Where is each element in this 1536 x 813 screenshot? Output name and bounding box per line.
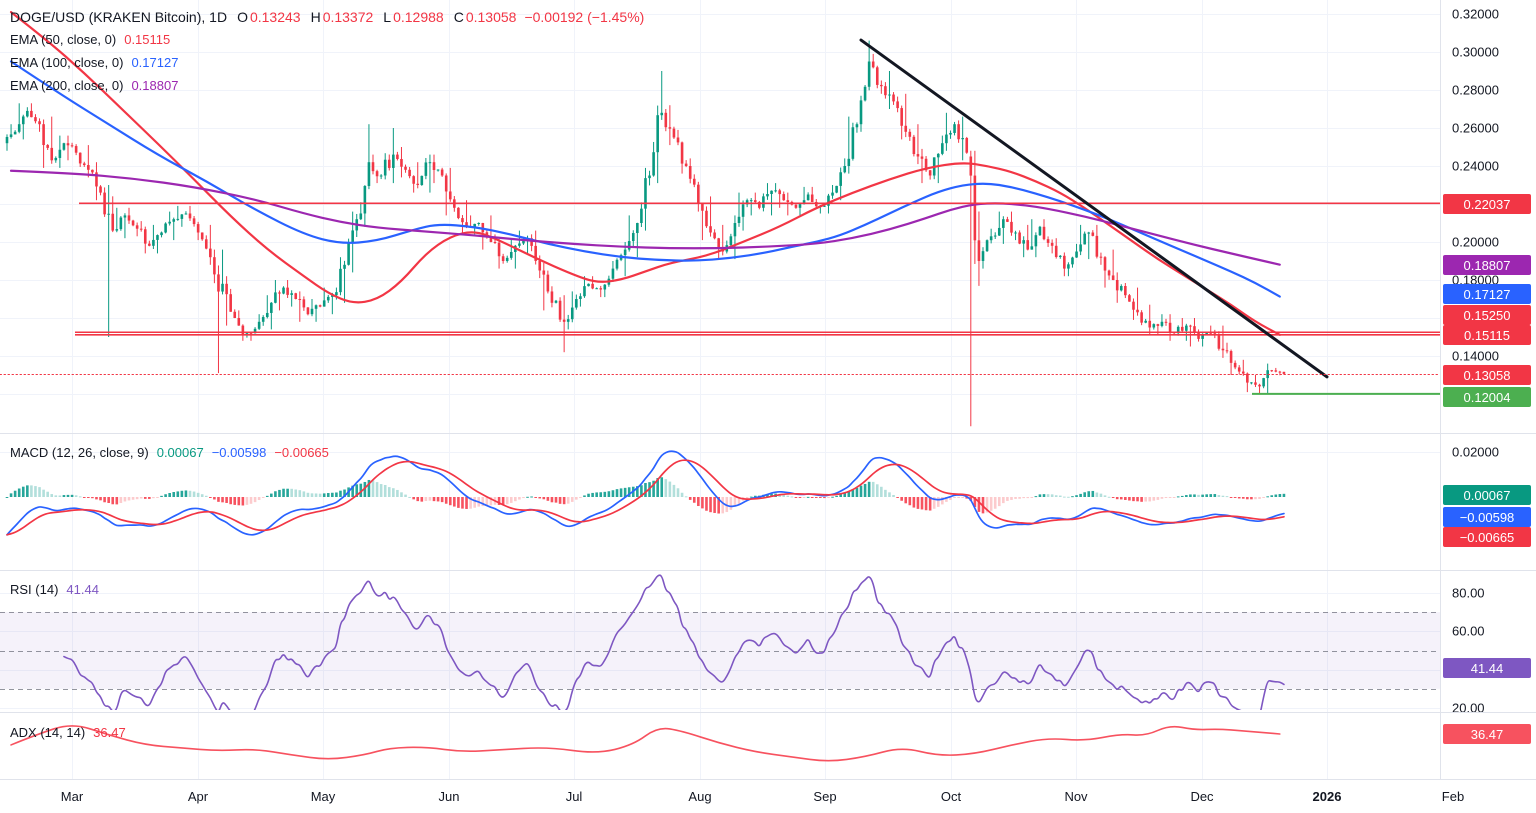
price-axis-tick: 0.32000 [1452,6,1499,22]
price-axis-tick: 0.20000 [1452,234,1499,250]
high-value: 0.13372 [322,8,374,25]
price-axis-tick: 0.24000 [1452,158,1499,174]
macd-badge: −0.00665 [1443,527,1531,547]
time-axis-label: Dec [1190,789,1214,804]
macd-line-value: −0.00598 [211,445,267,460]
open-label: O [237,8,248,25]
ema200-value: 0.18807 [131,78,179,93]
price-badge: 0.18807 [1443,255,1531,275]
price-badge: 0.17127 [1443,284,1531,304]
time-axis-label: Jun [438,789,460,804]
time-axis-label: 2026 [1312,789,1342,804]
time-axis-label: Apr [187,789,209,804]
ema50-value: 0.15115 [124,32,171,47]
pane-separator[interactable] [0,570,1536,571]
price-badge: 0.13058 [1443,365,1531,385]
ema100-legend-row: EMA (100, close, 0) 0.17127 [10,51,644,74]
price-badge: 0.15115 [1443,325,1531,345]
time-axis-label: Feb [1441,789,1465,804]
rsi-legend-row: RSI (14) 41.44 [10,582,99,597]
close-value: 0.13058 [465,8,517,25]
price-axis-tick: 0.26000 [1452,120,1499,136]
rsi-axis-tick: 80.00 [1452,585,1485,601]
macd-legend-row: MACD (12, 26, close, 9) 0.00067 −0.00598… [10,445,329,460]
adx-legend-row: ADX (14, 14) 36.47 [10,725,126,740]
macd-badge: −0.00598 [1443,507,1531,527]
ema50-label[interactable]: EMA (50, close, 0) [10,32,117,47]
pane-separator[interactable] [0,712,1536,713]
time-axis-label: May [310,789,336,804]
price-badge: 0.15250 [1443,305,1531,325]
high-label: H [310,8,321,25]
time-axis-label: Mar [60,789,84,804]
ema100-label[interactable]: EMA (100, close, 0) [10,55,124,70]
price-axis-tick: 0.28000 [1452,82,1499,98]
macd-axis-tick: 0.02000 [1452,444,1499,460]
chart-legend: DOGE/USD (KRAKEN Bitcoin), 1D O 0.13243 … [10,5,644,97]
time-axis-label: Oct [940,789,962,804]
price-axis-tick: 0.18000 [1452,272,1499,288]
adx-badge: 36.47 [1443,724,1531,744]
ema200-label[interactable]: EMA (200, close, 0) [10,78,124,93]
close-label: C [453,8,464,25]
adx-label[interactable]: ADX (14, 14) [10,725,86,740]
adx-value: 36.47 [93,725,126,740]
macd-hist-value: 0.00067 [156,445,204,460]
ema50-legend-row: EMA (50, close, 0) 0.15115 [10,28,644,51]
time-axis-label: Nov [1064,789,1088,804]
pane-separator[interactable] [0,433,1536,434]
macd-label[interactable]: MACD (12, 26, close, 9) [10,445,149,460]
change-value: −0.00192 (−1.45%) [524,8,645,25]
ema200-legend-row: EMA (200, close, 0) 0.18807 [10,74,644,97]
symbol-title[interactable]: DOGE/USD (KRAKEN Bitcoin), 1D [10,8,228,25]
rsi-axis-tick: 60.00 [1452,623,1485,639]
price-scale[interactable]: 0.32000 0.30000 0.28000 0.26000 0.24000 0.200… [1440,0,1536,779]
rsi-badge: 41.44 [1443,658,1531,678]
time-axis-label: Sep [813,789,837,804]
symbol-info-row: DOGE/USD (KRAKEN Bitcoin), 1D O 0.13243 … [10,5,644,28]
price-badge: 0.12004 [1443,387,1531,407]
open-value: 0.13243 [249,8,301,25]
rsi-axis-tick: 20.00 [1452,700,1485,716]
time-axis-label: Jul [565,789,583,804]
low-label: L [383,8,392,25]
rsi-value: 41.44 [66,582,99,597]
macd-signal-value: −0.00665 [274,445,329,460]
macd-badge: 0.00067 [1443,485,1531,505]
rsi-label[interactable]: RSI (14) [10,582,59,597]
price-badge: 0.22037 [1443,194,1531,214]
ema100-value: 0.17127 [131,55,179,70]
price-axis-tick: 0.14000 [1452,348,1499,364]
price-axis-tick: 0.30000 [1452,44,1499,60]
time-scale[interactable]: Mar Apr May Jun Jul Aug Sep Oct Nov Dec 2026 Feb [0,779,1536,813]
time-axis-label: Aug [688,789,712,804]
low-value: 0.12988 [393,8,444,25]
